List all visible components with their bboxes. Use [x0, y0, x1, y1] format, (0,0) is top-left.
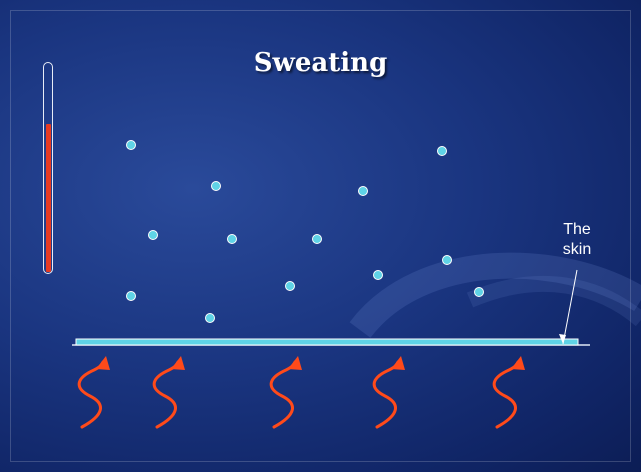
- heat-arrow: [494, 356, 525, 427]
- heat-arrow-wave: [79, 362, 103, 427]
- heat-arrow-head: [288, 356, 302, 370]
- heat-arrow-head: [511, 356, 525, 370]
- heat-arrow-wave: [494, 362, 518, 427]
- heat-arrow-head: [96, 356, 110, 370]
- sweat-droplet: [212, 182, 221, 191]
- heat-arrow: [154, 356, 185, 427]
- sweat-droplet: [149, 231, 158, 240]
- heat-arrow: [79, 356, 110, 427]
- heat-arrow-wave: [374, 362, 398, 427]
- sweat-droplet: [206, 314, 215, 323]
- sweat-droplets: [127, 141, 484, 323]
- heat-arrows: [79, 356, 525, 427]
- heat-arrow-wave: [154, 362, 178, 427]
- sweat-droplet: [313, 235, 322, 244]
- skin-surface: [76, 339, 578, 345]
- sweat-droplet: [438, 147, 447, 156]
- heat-arrow-head: [391, 356, 405, 370]
- heat-arrow-wave: [271, 362, 295, 427]
- sweat-droplet: [374, 271, 383, 280]
- skin-label: The skin: [553, 220, 601, 260]
- heat-arrow: [374, 356, 405, 427]
- skin-label-line1: The: [553, 220, 601, 240]
- sweat-droplet: [127, 141, 136, 150]
- sweat-droplet: [127, 292, 136, 301]
- sweat-droplet: [443, 256, 452, 265]
- sweat-droplet: [475, 288, 484, 297]
- heat-arrow: [271, 356, 302, 427]
- skin-label-line2: skin: [553, 240, 601, 260]
- sweat-droplet: [286, 282, 295, 291]
- heat-arrow-head: [171, 356, 185, 370]
- sweat-droplet: [228, 235, 237, 244]
- sweat-droplet: [359, 187, 368, 196]
